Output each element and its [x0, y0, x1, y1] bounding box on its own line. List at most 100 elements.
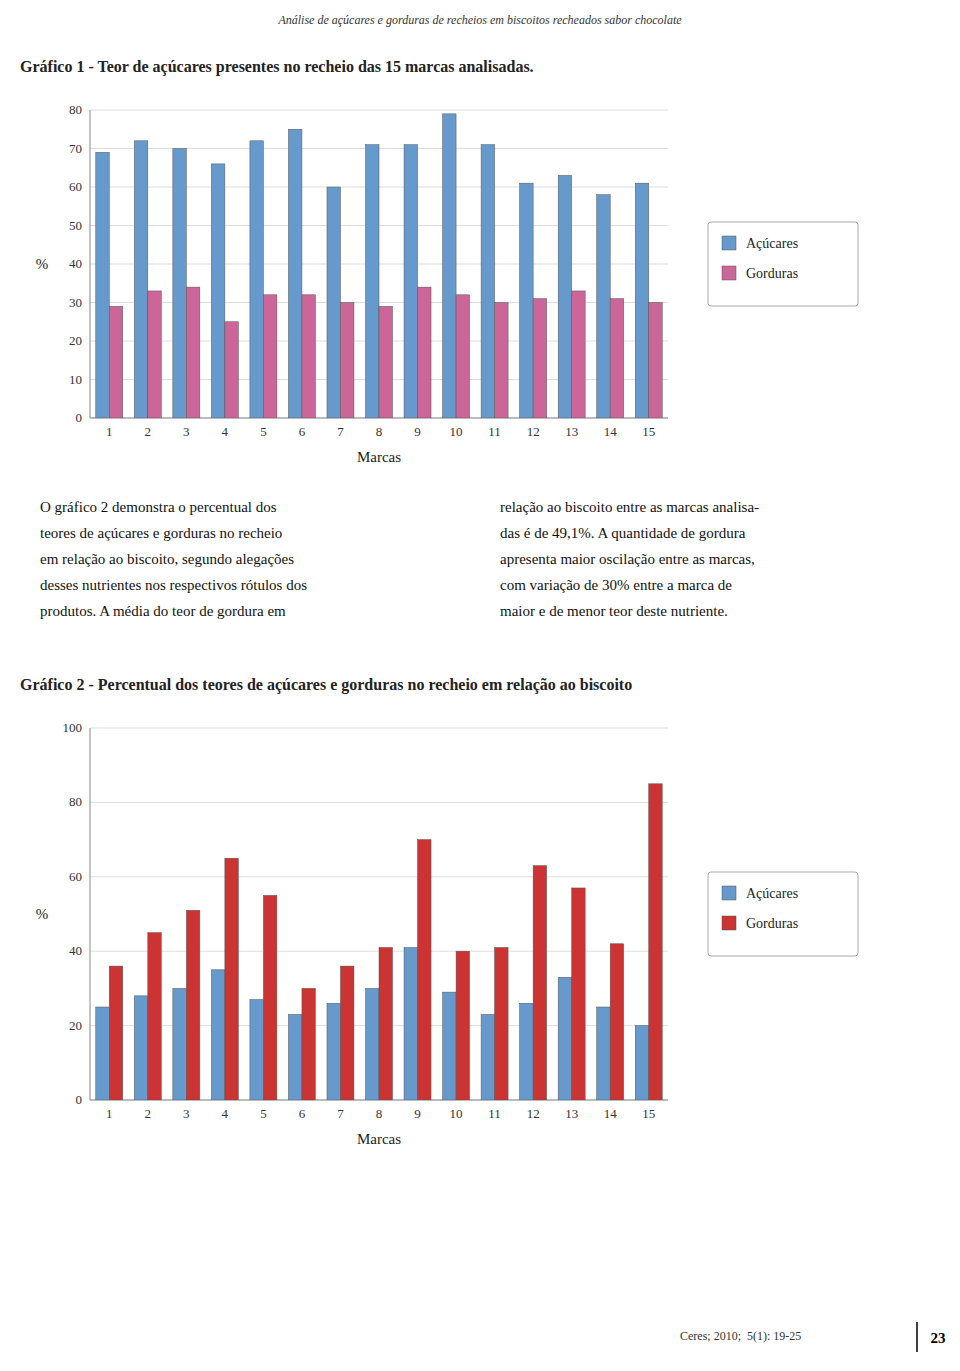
grid-line — [90, 876, 668, 877]
bar — [558, 977, 571, 1100]
bar — [533, 299, 546, 418]
x-tick-label: 10 — [450, 1106, 463, 1121]
bar — [302, 988, 315, 1100]
x-tick-label: 5 — [260, 424, 267, 439]
x-tick-label: 2 — [145, 1106, 152, 1121]
x-tick-label: 12 — [527, 1106, 540, 1121]
bar — [649, 303, 662, 419]
grid-line — [90, 110, 668, 111]
y-axis-line — [90, 110, 91, 418]
x-tick-label: 13 — [565, 1106, 578, 1121]
grid-line — [90, 728, 668, 729]
bar — [340, 303, 353, 419]
chart-title: Gráfico 2 - Percentual dos teores de açú… — [20, 676, 632, 694]
footer: Ceres; 2010; 5(1): 19-25 — [680, 1329, 801, 1343]
bar — [379, 306, 392, 418]
bar — [379, 947, 392, 1100]
legend-swatch — [722, 886, 736, 900]
y-tick-label: 20 — [69, 1018, 82, 1033]
bar — [597, 195, 610, 418]
bar — [495, 303, 508, 419]
x-tick-label: 11 — [488, 424, 501, 439]
y-tick-label: 80 — [69, 794, 82, 809]
legend-swatch — [722, 266, 736, 280]
y-tick-label: 10 — [69, 372, 82, 387]
bar — [134, 996, 147, 1100]
bar — [366, 145, 379, 418]
legend-swatch — [722, 236, 736, 250]
bar — [481, 1014, 494, 1100]
bar — [211, 970, 224, 1100]
chart: Gráfico 1 - Teor de açúcares presentes n… — [20, 58, 858, 465]
chart-title: Gráfico 1 - Teor de açúcares presentes n… — [20, 58, 534, 76]
bar — [96, 152, 109, 418]
bar — [327, 187, 340, 418]
bar — [418, 840, 431, 1100]
bar — [263, 295, 276, 418]
grid-line — [90, 802, 668, 803]
bar — [263, 895, 276, 1100]
bar — [148, 291, 161, 418]
legend: Açúcares Gorduras — [708, 222, 858, 306]
bars — [96, 114, 662, 418]
x-tick-label: 2 — [145, 424, 152, 439]
paragraph-line: relação ao biscoito entre as marcas anal… — [500, 499, 759, 515]
bar — [109, 306, 122, 418]
paragraph-line: das é de 49,1%. A quantidade de gordura — [500, 525, 746, 541]
bar — [302, 295, 315, 418]
chart: Gráfico 2 - Percentual dos teores de açú… — [20, 676, 858, 1147]
x-tick-label: 15 — [642, 1106, 655, 1121]
x-tick-label: 4 — [222, 1106, 229, 1121]
paragraph-line: O gráfico 2 demonstra o percentual dos — [40, 499, 277, 515]
bar — [288, 1014, 301, 1100]
y-tick-label: 20 — [69, 333, 82, 348]
bar — [173, 149, 186, 419]
bar — [211, 164, 224, 418]
x-tick-label: 3 — [183, 1106, 190, 1121]
bar — [520, 1003, 533, 1100]
bar — [443, 992, 456, 1100]
bar — [404, 947, 417, 1100]
x-tick-label: 9 — [414, 1106, 421, 1121]
bar — [186, 287, 199, 418]
paragraph-line: em relação ao biscoito, segundo alegaçõe… — [40, 551, 294, 567]
bar — [558, 175, 571, 418]
paragraph-line: maior e de menor teor deste nutriente. — [500, 603, 728, 619]
bar — [520, 183, 533, 418]
x-tick-label: 1 — [106, 424, 113, 439]
legend-label: Açúcares — [746, 886, 798, 901]
x-tick-label: 7 — [337, 424, 344, 439]
y-axis-line — [90, 728, 91, 1100]
y-axis-label: % — [36, 256, 49, 272]
x-tick-label: 8 — [376, 424, 383, 439]
paragraph-line: apresenta maior oscilação entre as marca… — [500, 551, 755, 567]
bar — [96, 1007, 109, 1100]
bar — [225, 858, 238, 1100]
bar — [340, 966, 353, 1100]
paragraph-line: produtos. A média do teor de gordura em — [40, 603, 286, 619]
bar — [404, 145, 417, 418]
bar — [572, 888, 585, 1100]
y-tick-label: 0 — [76, 1092, 83, 1107]
bar — [533, 866, 546, 1100]
y-tick-label: 30 — [69, 295, 82, 310]
bar — [134, 141, 147, 418]
bar — [481, 145, 494, 418]
paragraph-line: desses nutrientes nos respectivos rótulo… — [40, 577, 307, 593]
bar — [610, 944, 623, 1100]
legend-label: Açúcares — [746, 236, 798, 251]
y-tick-label: 0 — [76, 410, 83, 425]
page-number: 23 — [931, 1330, 946, 1346]
bar — [288, 129, 301, 418]
bar — [109, 966, 122, 1100]
x-tick-label: 8 — [376, 1106, 383, 1121]
bar — [456, 951, 469, 1100]
page-title: Análise de açúcares e gorduras de rechei… — [277, 13, 682, 27]
x-tick-label: 11 — [488, 1106, 501, 1121]
bar — [456, 295, 469, 418]
footer-divider — [916, 1322, 918, 1352]
bar — [418, 287, 431, 418]
x-tick-label: 1 — [106, 1106, 113, 1121]
y-tick-label: 80 — [69, 102, 82, 117]
legend-label: Gorduras — [746, 266, 798, 281]
